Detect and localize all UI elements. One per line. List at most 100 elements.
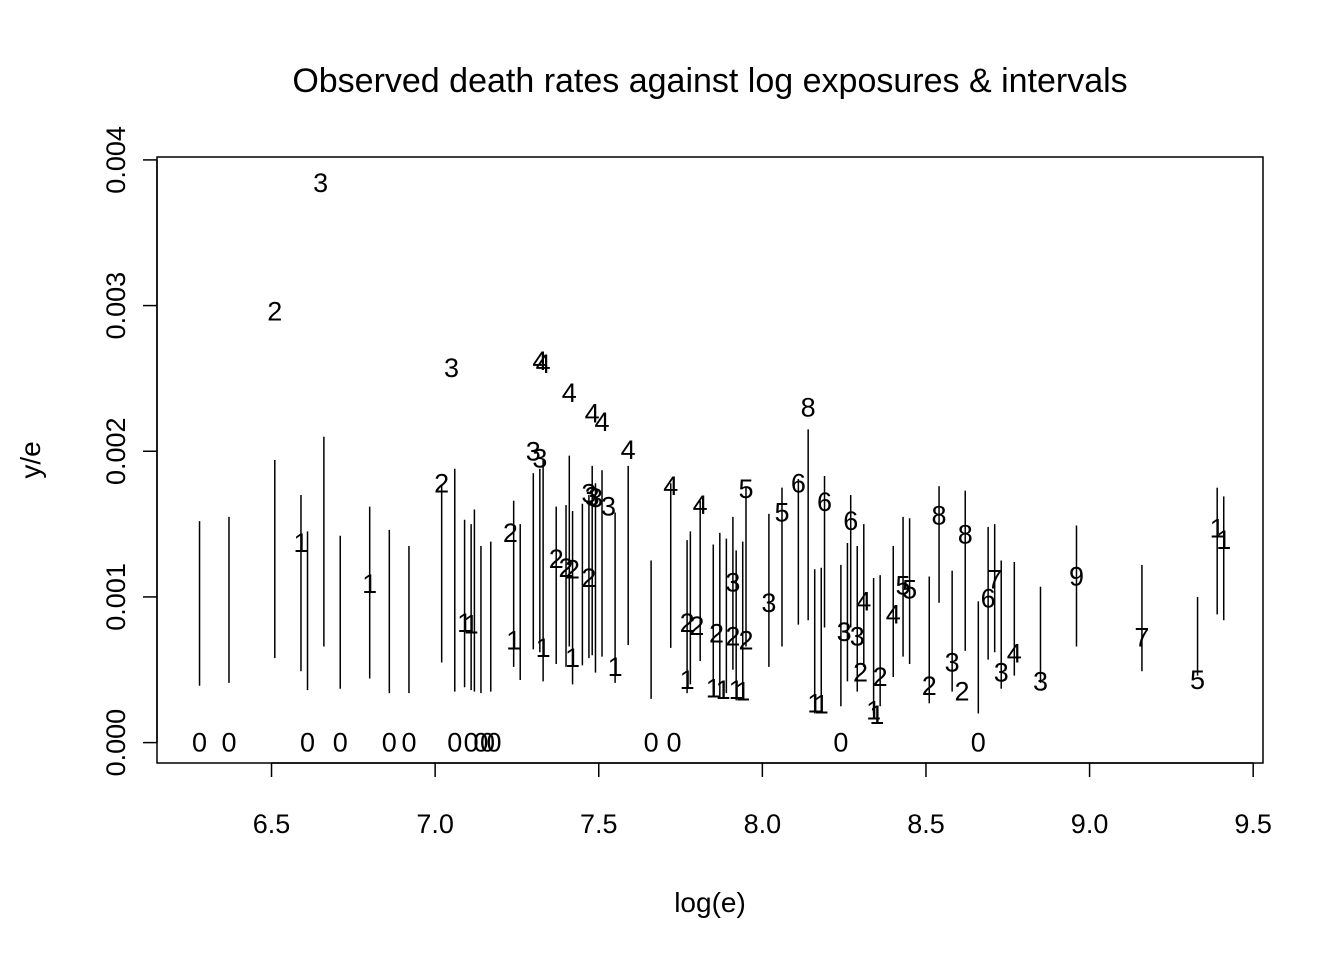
point-label: 4 (663, 471, 678, 501)
point-label: 0 (644, 728, 659, 758)
point-label: 2 (922, 671, 937, 701)
point-label: 4 (532, 346, 547, 376)
point-label: 2 (581, 563, 596, 593)
point-label: 6 (791, 468, 806, 498)
point-label: 6 (981, 583, 996, 613)
point-label: 0 (971, 728, 986, 758)
x-tick-label: 7.5 (580, 809, 618, 839)
point-label: 1 (457, 608, 472, 638)
point-label: 0 (382, 728, 397, 758)
point-label: 1 (362, 569, 377, 599)
point-label: 2 (434, 468, 449, 498)
point-label: 4 (1007, 639, 1022, 669)
point-label: 3 (761, 588, 776, 618)
point-label: 2 (565, 554, 580, 584)
point-label: 7 (987, 564, 1002, 594)
y-tick-label: 0.003 (101, 272, 131, 340)
point-label: 2 (725, 621, 740, 651)
y-tick-label: 0.004 (101, 126, 131, 194)
point-label: 1 (565, 643, 580, 673)
point-label: 0 (473, 728, 488, 758)
point-label: 3 (850, 621, 865, 651)
point-label: 2 (709, 618, 724, 648)
point-label: 8 (801, 393, 816, 423)
point-label: 0 (833, 728, 848, 758)
point-label: 1 (716, 675, 731, 705)
point-label: 8 (932, 500, 947, 530)
point-label: 3 (837, 617, 852, 647)
point-label: 1 (536, 633, 551, 663)
point-label: 3 (581, 479, 596, 509)
point-label: 0 (333, 728, 348, 758)
x-axis: 6.5 7.0 7.5 8.0 8.5 9.0 9.5 (253, 762, 1272, 839)
point-label: 3 (1033, 666, 1048, 696)
point-label: 4 (886, 599, 901, 629)
point-label: 4 (585, 398, 600, 428)
point-label: 5 (896, 570, 911, 600)
point-label: 1 (706, 674, 721, 704)
point-label: 0 (401, 728, 416, 758)
point-label: 1 (464, 610, 479, 640)
point-label: 1 (735, 677, 750, 707)
x-tick-label: 8.5 (907, 809, 945, 839)
point-label: 3 (601, 492, 616, 522)
point-label: 1 (506, 626, 521, 656)
point-label: 5 (1190, 665, 1205, 695)
point-label: 3 (725, 567, 740, 597)
point-label: 0 (300, 728, 315, 758)
point-label: 2 (559, 553, 574, 583)
point-label: 5 (738, 474, 753, 504)
plot-frame (156, 156, 1264, 764)
y-axis-label: y/e (15, 441, 46, 478)
point-label: 1 (807, 688, 822, 718)
point-label: 4 (856, 586, 871, 616)
y-tick-label: 0.000 (101, 709, 131, 777)
point-label: 4 (562, 378, 577, 408)
point-label: 1 (869, 700, 884, 730)
point-label: 0 (192, 728, 207, 758)
point-label: 3 (994, 658, 1009, 688)
point-label: 3 (585, 481, 600, 511)
point-label: 2 (873, 662, 888, 692)
y-axis: 0.000 0.001 0.002 0.003 0.004 (101, 126, 158, 777)
point-label: 2 (503, 518, 518, 548)
point-label: 2 (853, 658, 868, 688)
point-label: 6 (843, 506, 858, 536)
point-label: 2 (738, 626, 753, 656)
point-label: 2 (549, 544, 564, 574)
point-label: 1 (866, 696, 881, 726)
point-label: 3 (526, 436, 541, 466)
point-label: 1 (729, 675, 744, 705)
x-axis-label: log(e) (674, 887, 746, 918)
point-label: 6 (817, 487, 832, 517)
x-tick-label: 7.0 (416, 809, 454, 839)
point-label: 0 (447, 728, 462, 758)
point-label: 0 (464, 728, 479, 758)
point-label: 3 (588, 483, 603, 513)
point-label: 2 (954, 677, 969, 707)
point-label: 0 (487, 728, 502, 758)
point-label: 1 (1216, 525, 1231, 555)
chart-title: Observed death rates against log exposur… (292, 62, 1127, 100)
point-label: 1 (1210, 513, 1225, 543)
point-label: 1 (814, 690, 829, 720)
point-label: 4 (621, 435, 636, 465)
x-tick-label: 9.0 (1071, 809, 1109, 839)
y-tick-label: 0.002 (101, 417, 131, 485)
point-label: 0 (666, 728, 681, 758)
point-label: 7 (1134, 623, 1149, 653)
point-label: 3 (313, 168, 328, 198)
point-label: 2 (267, 296, 282, 326)
point-label: 2 (689, 611, 704, 641)
point-label: 3 (945, 647, 960, 677)
point-label: 5 (902, 575, 917, 605)
point-label: 1 (293, 528, 308, 558)
point-label: 2 (680, 608, 695, 638)
x-tick-label: 6.5 (253, 809, 291, 839)
point-label: 3 (444, 353, 459, 383)
point-label: 4 (595, 407, 610, 437)
point-label: 1 (680, 665, 695, 695)
point-label: 1 (608, 652, 623, 682)
